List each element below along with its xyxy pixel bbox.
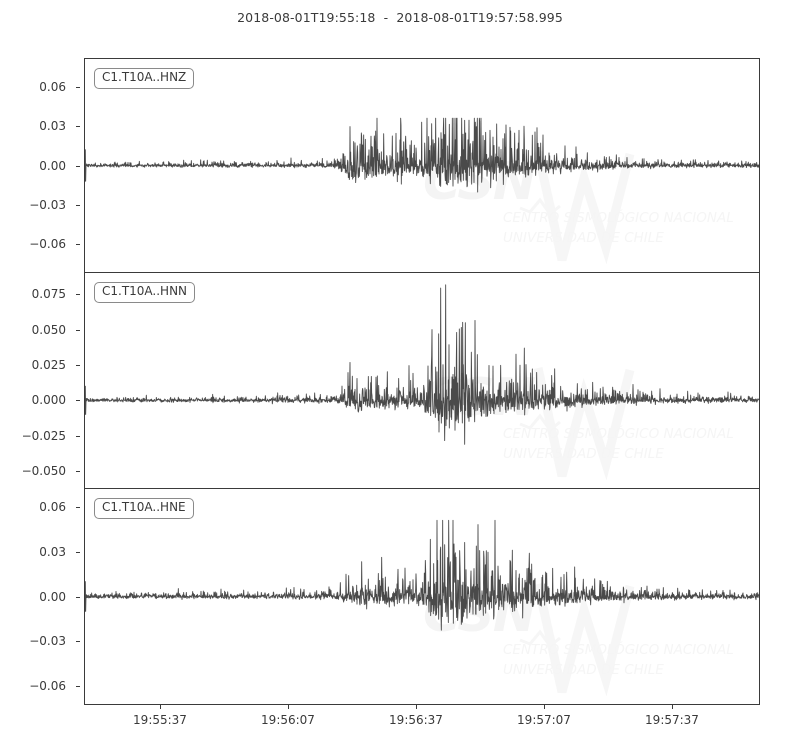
y-tick-label: −0.06 <box>29 237 66 252</box>
x-tick-label: 19:55:37 <box>133 713 187 727</box>
waveform-panel-hnn[interactable]: CSN CENTRO SISMOLÓGICO NACIONAL UNIVERSIDA… <box>84 272 760 489</box>
x-tick-label: 19:56:37 <box>389 713 443 727</box>
waveform-panel-hne[interactable]: CSN CENTRO SISMOLÓGICO NACIONAL UNIVERSIDA… <box>84 488 760 705</box>
y-tick-mark <box>76 471 80 473</box>
y-tick-label: 0.00 <box>39 589 66 604</box>
y-tick-mark <box>76 126 80 128</box>
x-tick-mark <box>288 705 289 709</box>
y-tick-label: 0.06 <box>39 79 66 94</box>
x-tick-label: 19:57:07 <box>517 713 571 727</box>
y-tick-mark <box>76 244 80 246</box>
y-tick-label: −0.050 <box>21 464 66 479</box>
channel-label-hnz: C1.T10A..HNZ <box>94 68 195 89</box>
y-tick-label: 0.03 <box>39 119 66 134</box>
x-tick-label: 19:57:37 <box>645 713 699 727</box>
y-axis-panel-1: 0.075 0.050 0.025 0.000 −0.025 −0.050 <box>0 272 80 489</box>
y-tick-mark <box>76 551 80 553</box>
channel-label-hnn: C1.T10A..HNN <box>94 282 196 303</box>
waveform-panel-hnz[interactable]: CSN CENTRO SISMOLÓGICO NACIONAL UNIVERSIDA… <box>84 58 760 273</box>
y-tick-label: 0.00 <box>39 158 66 173</box>
x-tick-mark <box>544 705 545 709</box>
y-tick-mark <box>76 506 80 508</box>
y-tick-mark <box>76 86 80 88</box>
y-tick-mark <box>76 364 80 366</box>
page-title: 2018-08-01T19:55:18 - 2018-08-01T19:57:5… <box>237 10 563 25</box>
x-tick-label: 19:56:07 <box>261 713 315 727</box>
y-tick-mark <box>76 329 80 331</box>
y-tick-label: −0.025 <box>21 428 66 443</box>
waveform-trace-hnz <box>85 117 759 193</box>
y-tick-mark <box>76 435 80 437</box>
y-axis-panel-2: 0.06 0.03 0.00 −0.03 −0.06 <box>0 488 80 705</box>
x-tick-mark <box>160 705 161 709</box>
y-tick-label: 0.000 <box>31 393 66 408</box>
y-tick-label: 0.025 <box>31 357 66 372</box>
y-tick-mark <box>76 641 80 643</box>
y-tick-mark <box>76 165 80 167</box>
y-tick-mark <box>76 686 80 688</box>
y-tick-label: −0.03 <box>29 634 66 649</box>
y-tick-mark <box>76 294 80 296</box>
x-tick-mark <box>416 705 417 709</box>
y-tick-label: 0.075 <box>31 287 66 302</box>
y-axis-panel-0: 0.06 0.03 0.00 −0.03 −0.06 <box>0 58 80 273</box>
y-tick-mark <box>76 400 80 402</box>
x-tick-mark <box>672 705 673 709</box>
y-tick-mark <box>76 596 80 598</box>
y-tick-label: −0.03 <box>29 197 66 212</box>
y-tick-label: 0.03 <box>39 544 66 559</box>
channel-label-hne: C1.T10A..HNE <box>94 498 194 519</box>
y-tick-label: 0.06 <box>39 499 66 514</box>
waveform-trace-hnn <box>85 284 759 445</box>
y-tick-label: 0.050 <box>31 322 66 337</box>
waveform-trace-hne <box>85 519 759 631</box>
x-axis: 19:55:37 19:56:07 19:56:37 19:57:07 19:57:37 <box>84 705 760 745</box>
y-tick-label: −0.06 <box>29 679 66 694</box>
y-tick-mark <box>76 204 80 206</box>
